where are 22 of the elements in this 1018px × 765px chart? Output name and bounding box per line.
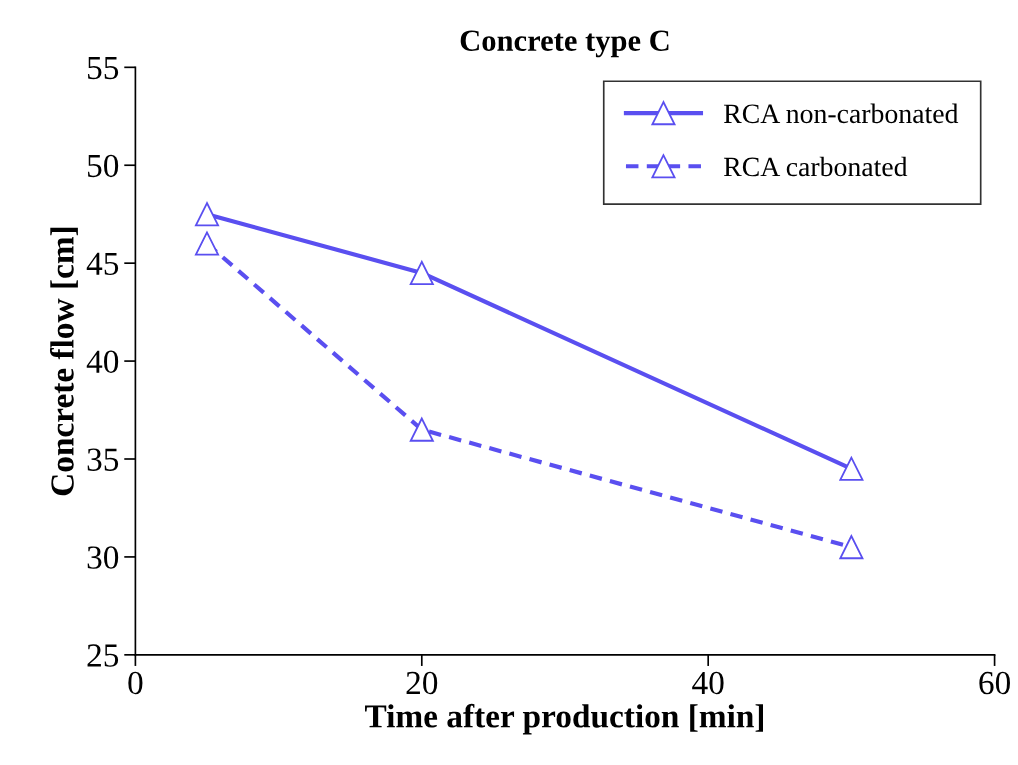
y-tick-label: 30: [87, 546, 119, 569]
legend-label: RCA carbonated: [723, 156, 908, 177]
x-tick-label: 40: [692, 671, 724, 695]
point: [839, 456, 864, 481]
x-tick-label: 60: [979, 671, 1010, 695]
y-tick-label: 45: [86, 252, 119, 276]
x-tick-label: 0: [128, 671, 143, 695]
x-axis-title: Time after production [min]: [365, 703, 763, 735]
y-tick-label: 50: [88, 154, 119, 178]
y-tick-label: 40: [86, 350, 119, 373]
legend-label: RCA non-carbonated: [723, 103, 959, 124]
point: [839, 535, 864, 560]
y-tick-label: 35: [87, 448, 119, 471]
y-axis-title: Concrete flow [cm]: [49, 227, 78, 496]
chart-title: Concrete type C: [460, 30, 669, 58]
y-tick-label: 25: [87, 644, 119, 667]
point: [194, 202, 220, 227]
y-tick-label: 55: [88, 57, 119, 80]
point: [409, 417, 434, 442]
point: [409, 260, 434, 285]
point: [194, 231, 220, 256]
x-tick-label: 20: [406, 671, 438, 695]
